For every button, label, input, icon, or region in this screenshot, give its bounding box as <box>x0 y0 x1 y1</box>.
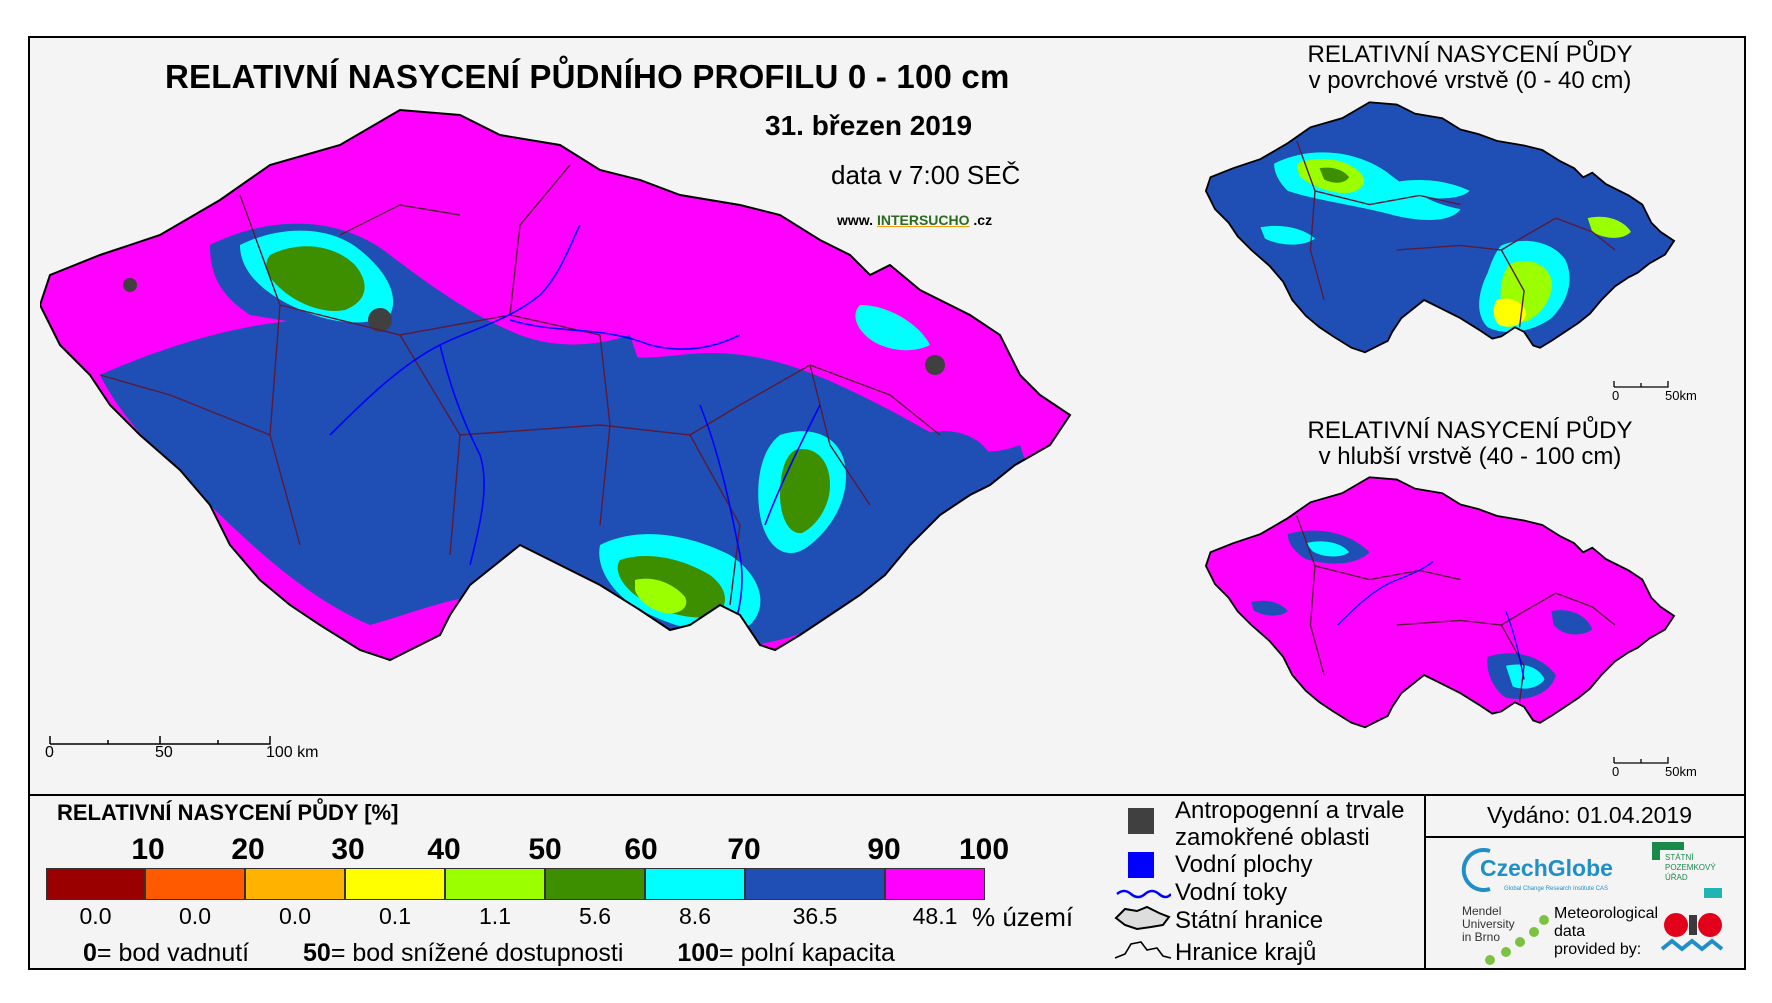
symbol-region-border: Hranice krajů <box>1175 939 1317 966</box>
area-unit-label: % území <box>972 902 1074 932</box>
legend-percent: 8.6 <box>679 903 711 929</box>
legend-swatch <box>445 868 545 900</box>
inset-top-title-line2: v povrchové vrstvě (0 - 40 cm) <box>1308 67 1632 94</box>
czechglobe-logo-icon <box>1461 848 1491 892</box>
inset-top-map <box>1205 101 1676 354</box>
issued-divider <box>1424 836 1746 838</box>
legend-tick-label: 20 <box>231 833 265 866</box>
mendel-line2: University <box>1462 917 1515 931</box>
symbol-anthropogenic-line1: Antropogenní a trvale <box>1175 797 1405 824</box>
legend-tick-label: 30 <box>331 833 365 866</box>
credits-divider <box>1424 794 1426 970</box>
main-scale-bar <box>49 736 271 745</box>
inset-top-title-line1: RELATIVNÍ NASYCENÍ PŮDY <box>1307 41 1633 68</box>
website-link[interactable]: www. INTERSUCHO .cz <box>837 212 992 228</box>
scale-label-0: 0 <box>45 744 54 761</box>
legend-swatch <box>545 868 645 900</box>
mendel-logo: Mendel University in Brno <box>1462 905 1515 944</box>
legend-tick-label: 50 <box>528 833 562 866</box>
legend-definitions: 0= bod vadnutí 50= bod snížené dostupnos… <box>83 939 895 968</box>
page-title: RELATIVNÍ NASYCENÍ PŮDNÍHO PROFILU 0 - 1… <box>165 58 1010 95</box>
scale-label-100: 100 km <box>266 744 319 761</box>
inset-top-scale-50: 50km <box>1665 388 1697 403</box>
inset-bottom-title-line1: RELATIVNÍ NASYCENÍ PŮDY <box>1307 417 1633 444</box>
czechglobe-subtitle: Global Change Research Institute CAS <box>1504 886 1609 892</box>
inset-bottom-scale-0: 0 <box>1612 764 1620 779</box>
czechglobe-logo: CzechGlobe <box>1480 855 1613 881</box>
spu-line2: POZEMKOVÝ <box>1665 863 1716 872</box>
meteo-line2: data <box>1554 923 1586 940</box>
def-100-value: 100 <box>677 939 720 967</box>
symbol-water-bodies: Vodní plochy <box>1175 851 1313 878</box>
data-time: data v 7:00 SEČ <box>831 160 1021 190</box>
inset-top-scale-0: 0 <box>1612 388 1620 403</box>
def-50-value: 50 <box>303 939 331 967</box>
inset-bottom-map <box>1205 476 1676 729</box>
legend-percent: 1.1 <box>479 903 511 929</box>
inset-top-title: RELATIVNÍ NASYCENÍ PŮDY v povrchové vrst… <box>1260 42 1680 94</box>
legend-tick-label: 60 <box>624 833 658 866</box>
legend-swatch <box>245 868 345 900</box>
website-suffix: .cz <box>973 212 993 228</box>
legend-swatch <box>885 868 985 900</box>
legend-percent: 0.0 <box>79 903 112 929</box>
spu-line1: STÁTNÍ <box>1665 853 1694 862</box>
legend-swatch <box>645 868 745 900</box>
inset-bottom-scale-50: 50km <box>1665 764 1697 779</box>
wavy-line-icon <box>1116 889 1171 899</box>
legend-swatch <box>46 868 145 900</box>
meteo-line1: Meteorological <box>1554 905 1659 922</box>
spu-line3: ÚŘAD <box>1665 873 1688 882</box>
website-name: INTERSUCHO <box>876 212 970 228</box>
legend-tick-label: 100 <box>958 833 1010 866</box>
inset-bottom-title: RELATIVNÍ NASYCENÍ PŮDY v hlubší vrstvě … <box>1260 418 1680 470</box>
def-100-text: = polní kapacita <box>719 939 895 967</box>
def-50-text: = bod snížené dostupnosti <box>330 939 624 967</box>
spu-logo: STÁTNÍ POZEMKOVÝ ÚŘAD <box>1665 853 1716 883</box>
legend-panel <box>28 794 1746 970</box>
legend-percent: 48.1 <box>912 903 958 929</box>
legend-tick-label: 70 <box>727 833 761 866</box>
legend-swatch <box>145 868 245 900</box>
legend-percent: 0.0 <box>279 903 311 929</box>
spu-logo-icon <box>1652 842 1684 860</box>
legend-percent: 5.6 <box>579 903 611 929</box>
legend-tick-label: 90 <box>867 833 901 866</box>
def-0-value: 0 <box>83 939 97 967</box>
map-date: 31. březen 2019 <box>765 110 973 141</box>
meteo-credit: Meteorological data provided by: <box>1554 905 1658 959</box>
legend-percent: 0.1 <box>379 903 411 929</box>
inset-bottom-scale-bar <box>1613 757 1669 764</box>
gray-square-icon <box>1128 808 1154 834</box>
blue-square-icon <box>1128 852 1154 878</box>
mendel-dots-icon <box>1485 915 1549 965</box>
legend-percent: 36.5 <box>792 903 838 929</box>
spu-accent <box>1704 888 1722 898</box>
website-prefix: www. <box>837 212 874 228</box>
legend-tick-label: 10 <box>131 833 165 866</box>
issued-date: Vydáno: 01.04.2019 <box>1487 802 1693 828</box>
symbol-state-border: Státní hranice <box>1175 907 1324 934</box>
scale-label-50: 50 <box>155 744 173 761</box>
legend-percent: 0.0 <box>179 903 211 929</box>
legend-tick-label: 40 <box>427 833 461 866</box>
symbol-anthropogenic: Antropogenní a trvale zamokřené oblasti <box>1175 797 1405 851</box>
symbol-anthropogenic-line2: zamokřené oblasti <box>1175 824 1370 851</box>
legend-swatch <box>745 868 885 900</box>
main-map <box>40 108 1072 662</box>
country-border-icon <box>1114 905 1171 931</box>
symbol-rivers: Vodní toky <box>1175 879 1288 906</box>
meteo-line3: provided by: <box>1554 941 1642 958</box>
chmi-logo-icon <box>1660 913 1724 952</box>
legend-swatch <box>345 868 445 900</box>
region-border-icon <box>1114 941 1172 959</box>
inset-bottom-title-line2: v hlubší vrstvě (40 - 100 cm) <box>1318 443 1622 470</box>
mendel-line1: Mendel <box>1462 904 1502 918</box>
def-0-text: = bod vadnutí <box>96 939 250 967</box>
legend-title: RELATIVNÍ NASYCENÍ PŮDY [%] <box>57 800 399 825</box>
mendel-line3: in Brno <box>1462 930 1501 944</box>
inset-top-scale-bar <box>1613 381 1669 388</box>
